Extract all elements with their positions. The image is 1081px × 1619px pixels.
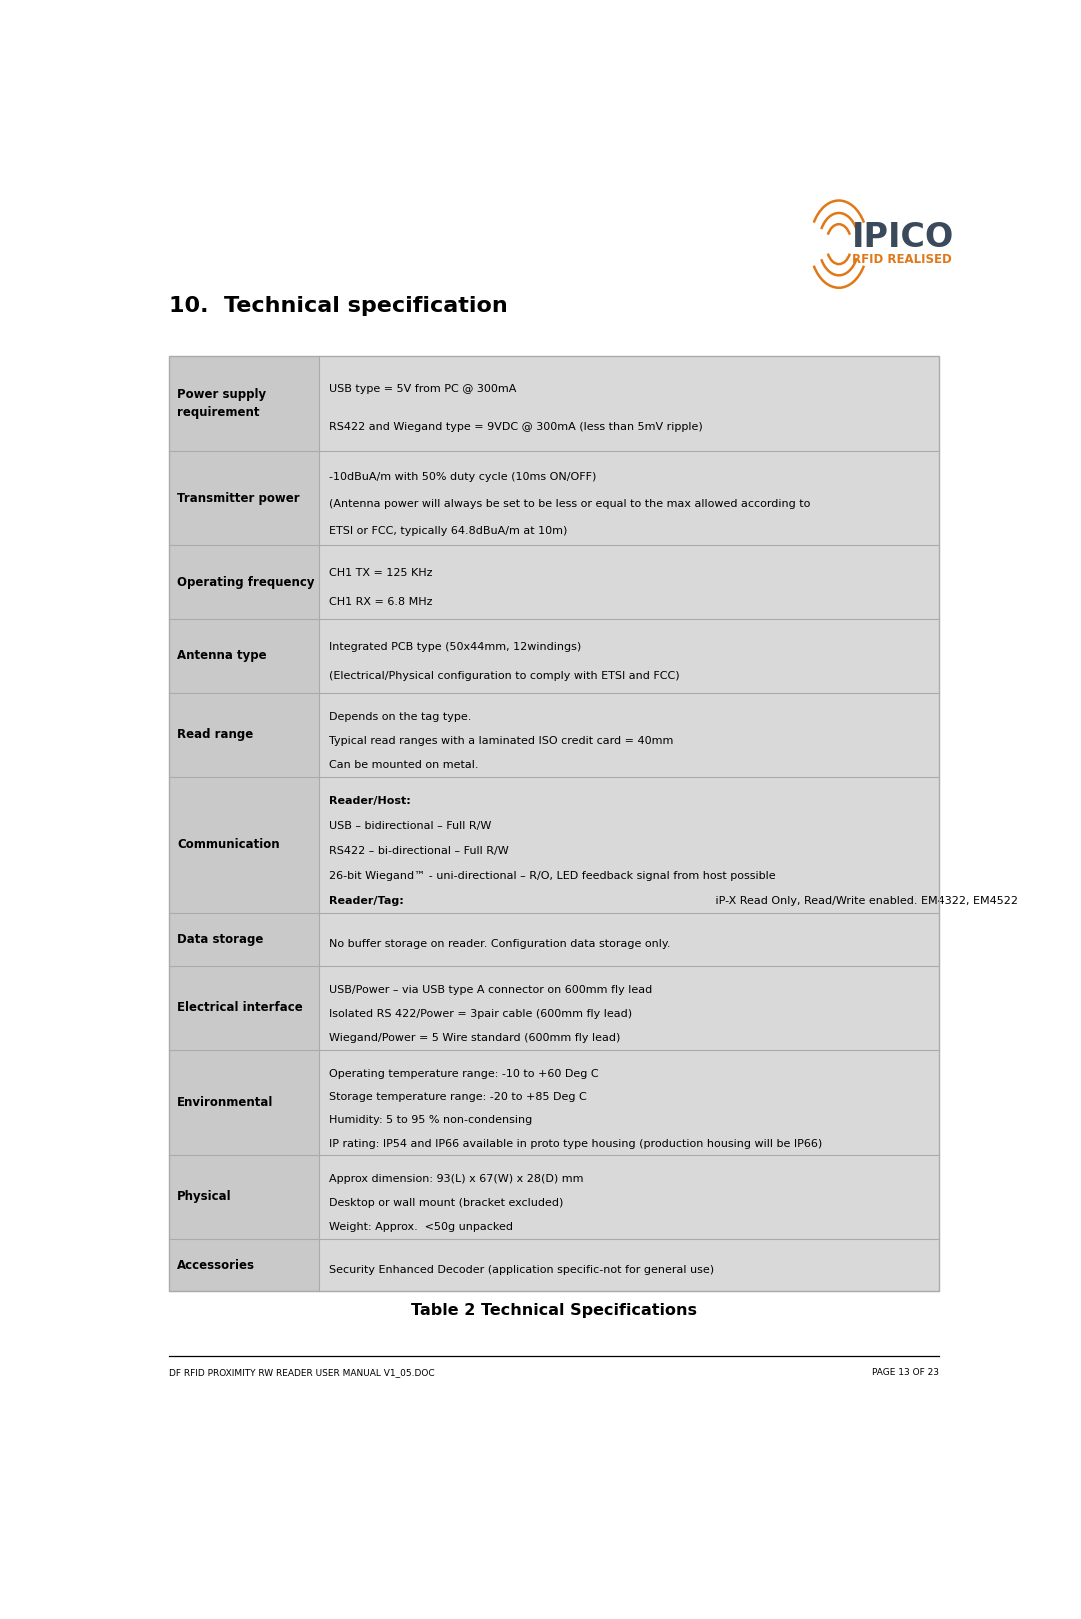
Text: Weight: Approx.  <50g unpacked: Weight: Approx. <50g unpacked xyxy=(329,1222,513,1232)
Text: Reader/Host:: Reader/Host: xyxy=(329,797,411,806)
Bar xyxy=(169,777,319,913)
Text: CH1 RX = 6.8 MHz: CH1 RX = 6.8 MHz xyxy=(329,597,432,607)
Text: Read range: Read range xyxy=(177,729,253,742)
Bar xyxy=(169,618,319,693)
Bar xyxy=(169,450,319,546)
Text: Operating temperature range: -10 to +60 Deg C: Operating temperature range: -10 to +60 … xyxy=(329,1069,599,1078)
Bar xyxy=(169,356,939,1292)
Text: DF RFID PROXIMITY RW READER USER MANUAL V1_05.DOC: DF RFID PROXIMITY RW READER USER MANUAL … xyxy=(169,1368,435,1376)
Text: USB type = 5V from PC @ 300mA: USB type = 5V from PC @ 300mA xyxy=(329,384,517,393)
Text: Physical: Physical xyxy=(177,1190,231,1203)
Text: 26-bit Wiegand™ - uni-directional – R/O, LED feedback signal from host possible: 26-bit Wiegand™ - uni-directional – R/O,… xyxy=(329,871,775,881)
Bar xyxy=(169,1049,319,1154)
Text: Integrated PCB type (50x44mm, 12windings): Integrated PCB type (50x44mm, 12windings… xyxy=(329,641,582,651)
Text: Communication: Communication xyxy=(177,839,280,852)
Text: PAGE 13 OF 23: PAGE 13 OF 23 xyxy=(872,1368,939,1376)
Bar xyxy=(319,1154,939,1239)
Bar xyxy=(319,1239,939,1292)
Text: Operating frequency: Operating frequency xyxy=(177,576,315,589)
Bar xyxy=(319,965,939,1049)
Bar xyxy=(169,913,319,965)
Bar xyxy=(169,965,319,1049)
Text: RS422 and Wiegand type = 9VDC @ 300mA (less than 5mV ripple): RS422 and Wiegand type = 9VDC @ 300mA (l… xyxy=(329,423,703,432)
Bar xyxy=(169,1154,319,1239)
Text: Table 2 Technical Specifications: Table 2 Technical Specifications xyxy=(411,1303,697,1318)
Text: USB – bidirectional – Full R/W: USB – bidirectional – Full R/W xyxy=(329,821,492,831)
Text: RFID REALISED: RFID REALISED xyxy=(852,253,952,266)
Text: Approx dimension: 93(L) x 67(W) x 28(D) mm: Approx dimension: 93(L) x 67(W) x 28(D) … xyxy=(329,1174,584,1183)
Text: CH1 TX = 125 KHz: CH1 TX = 125 KHz xyxy=(329,568,432,578)
Bar xyxy=(319,913,939,965)
Bar xyxy=(319,1049,939,1154)
Text: (Electrical/Physical configuration to comply with ETSI and FCC): (Electrical/Physical configuration to co… xyxy=(329,670,680,682)
Text: Humidity: 5 to 95 % non-condensing: Humidity: 5 to 95 % non-condensing xyxy=(329,1115,532,1125)
Bar xyxy=(169,546,319,618)
Text: Wiegand/Power = 5 Wire standard (600mm fly lead): Wiegand/Power = 5 Wire standard (600mm f… xyxy=(329,1033,620,1043)
Text: Environmental: Environmental xyxy=(177,1096,273,1109)
Text: Can be mounted on metal.: Can be mounted on metal. xyxy=(329,759,479,771)
Bar xyxy=(169,693,319,777)
Text: Accessories: Accessories xyxy=(177,1258,255,1271)
Text: Desktop or wall mount (bracket excluded): Desktop or wall mount (bracket excluded) xyxy=(329,1198,563,1208)
Bar xyxy=(319,618,939,693)
Bar xyxy=(319,356,939,450)
Bar xyxy=(169,356,319,450)
Text: Transmitter power: Transmitter power xyxy=(177,492,299,505)
Bar xyxy=(169,1239,319,1292)
Text: iP-X Read Only, Read/Write enabled. EM4322, EM4522: iP-X Read Only, Read/Write enabled. EM43… xyxy=(712,895,1018,905)
Text: RS422 – bi-directional – Full R/W: RS422 – bi-directional – Full R/W xyxy=(329,847,509,856)
Bar xyxy=(319,450,939,546)
Text: Reader/Tag:: Reader/Tag: xyxy=(329,895,403,905)
Bar xyxy=(319,546,939,618)
Text: Isolated RS 422/Power = 3pair cable (600mm fly lead): Isolated RS 422/Power = 3pair cable (600… xyxy=(329,1009,632,1018)
Text: Depends on the tag type.: Depends on the tag type. xyxy=(329,712,471,722)
Text: IPICO: IPICO xyxy=(852,222,955,254)
Text: Electrical interface: Electrical interface xyxy=(177,1001,303,1013)
Text: 10.  Technical specification: 10. Technical specification xyxy=(169,296,507,316)
Text: Antenna type: Antenna type xyxy=(177,649,267,662)
Text: IP rating: IP54 and IP66 available in proto type housing (production housing wil: IP rating: IP54 and IP66 available in pr… xyxy=(329,1138,823,1149)
Text: Data storage: Data storage xyxy=(177,933,264,945)
Bar xyxy=(319,777,939,913)
Text: Power supply
requirement: Power supply requirement xyxy=(177,389,266,419)
Text: No buffer storage on reader. Configuration data storage only.: No buffer storage on reader. Configurati… xyxy=(329,939,670,949)
Text: (Antenna power will always be set to be less or equal to the max allowed accordi: (Antenna power will always be set to be … xyxy=(329,499,811,508)
Text: Storage temperature range: -20 to +85 Deg C: Storage temperature range: -20 to +85 De… xyxy=(329,1093,587,1103)
Bar xyxy=(319,693,939,777)
Text: -10dBuA/m with 50% duty cycle (10ms ON/OFF): -10dBuA/m with 50% duty cycle (10ms ON/O… xyxy=(329,473,597,482)
Text: Typical read ranges with a laminated ISO credit card = 40mm: Typical read ranges with a laminated ISO… xyxy=(329,737,673,746)
Text: ETSI or FCC, typically 64.8dBuA/m at 10m): ETSI or FCC, typically 64.8dBuA/m at 10m… xyxy=(329,526,568,536)
Text: Security Enhanced Decoder (application specific-not for general use): Security Enhanced Decoder (application s… xyxy=(329,1264,715,1274)
Text: USB/Power – via USB type A connector on 600mm fly lead: USB/Power – via USB type A connector on … xyxy=(329,984,652,996)
